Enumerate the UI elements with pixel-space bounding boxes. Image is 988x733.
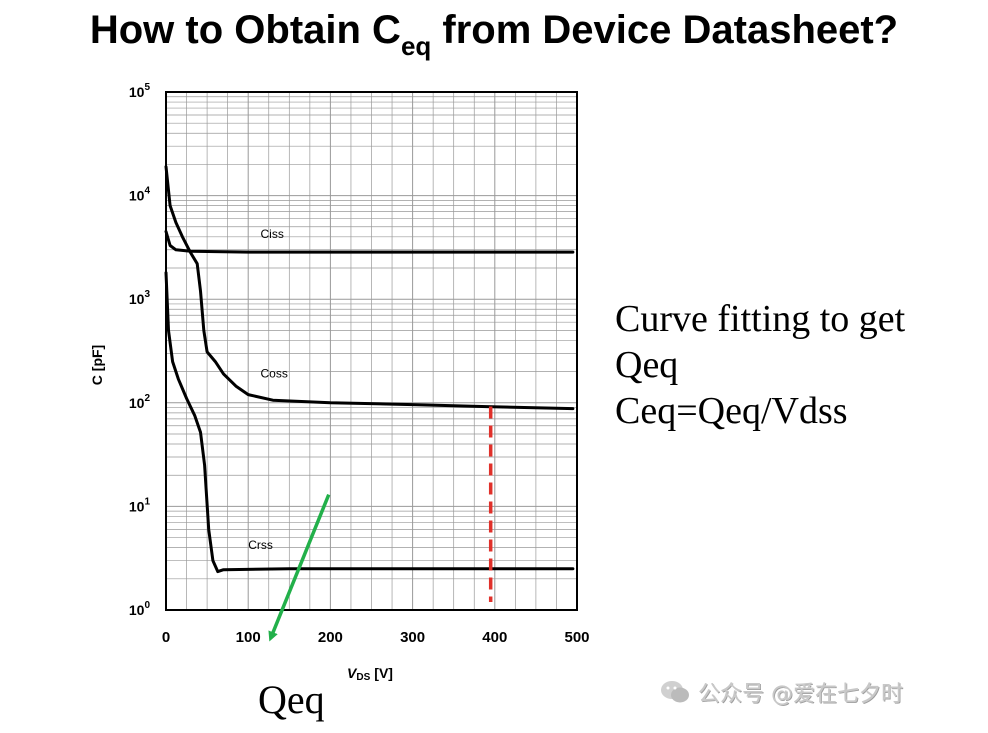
green-arrow	[268, 493, 331, 642]
series-ciss	[164, 230, 575, 254]
series-label-crss: Crss	[248, 538, 273, 552]
y-tick-exp: 5	[144, 82, 150, 93]
y-tick-exp: 2	[144, 393, 150, 404]
x-tick-labels: 0 100 200 300 400 500	[162, 629, 590, 646]
qeq-arrow-label: Qeq	[258, 677, 325, 722]
y-tick-label: 105	[129, 82, 151, 100]
y-tick-base: 10	[129, 498, 145, 514]
x-tick-label: 400	[482, 629, 507, 646]
side-note: Curve fitting to get Qeq Ceq=Qeq/Vdss	[615, 296, 905, 434]
x-axis-label-unit: [V]	[374, 665, 393, 681]
y-tick-base: 10	[129, 188, 145, 204]
title-main: How to Obtain C	[89, 8, 401, 52]
plot-frame	[165, 91, 578, 611]
x-tick-label: 300	[400, 629, 425, 646]
x-tick-label: 0	[162, 629, 170, 646]
series-lines	[164, 165, 575, 574]
y-tick-label: 101	[129, 496, 151, 514]
x-axis-label: VDS [V]	[347, 665, 393, 683]
y-tick-exp: 3	[144, 289, 150, 300]
y-tick-exp: 4	[144, 186, 150, 197]
side-note-line-3: Ceq=Qeq/Vdss	[615, 390, 848, 432]
y-tick-base: 10	[129, 291, 145, 307]
y-tick-label: 102	[129, 393, 151, 411]
slide-title: How to Obtain Ceq from Device Datasheet?	[0, 8, 988, 62]
x-axis-label-main: V	[347, 665, 358, 681]
y-tick-exp: 1	[144, 496, 150, 507]
y-tick-label: 103	[129, 289, 151, 307]
series-label-ciss: Ciss	[261, 227, 284, 241]
annotations	[268, 493, 331, 642]
title-subscript: eq	[400, 31, 432, 61]
y-tick-label: 100	[129, 600, 151, 618]
y-tick-base: 10	[129, 395, 145, 411]
watermark: 公众号 @爱在七夕时	[660, 676, 903, 708]
side-note-line-1: Curve fitting to get	[615, 298, 906, 340]
chart-grid	[166, 92, 577, 611]
x-tick-label: 100	[236, 629, 261, 646]
y-tick-label: 104	[129, 186, 151, 204]
y-tick-base: 10	[129, 84, 145, 100]
series-coss	[164, 165, 575, 411]
side-note-line-2: Qeq	[615, 344, 679, 386]
y-axis-label: C [pF]	[89, 345, 105, 385]
x-tick-label: 500	[564, 629, 589, 646]
series-labels: Ciss Coss Crss	[248, 227, 288, 552]
watermark-text: 公众号 @爱在七夕时	[698, 682, 903, 707]
x-axis-label-sub: DS	[356, 672, 370, 683]
series-crss	[164, 271, 575, 574]
x-tick-label: 200	[318, 629, 343, 646]
y-tick-base: 10	[129, 602, 145, 618]
title-rest: from Device Datasheet?	[431, 8, 899, 52]
y-tick-exp: 0	[144, 600, 150, 611]
wechat-icon	[661, 681, 689, 703]
series-label-coss: Coss	[261, 367, 288, 381]
